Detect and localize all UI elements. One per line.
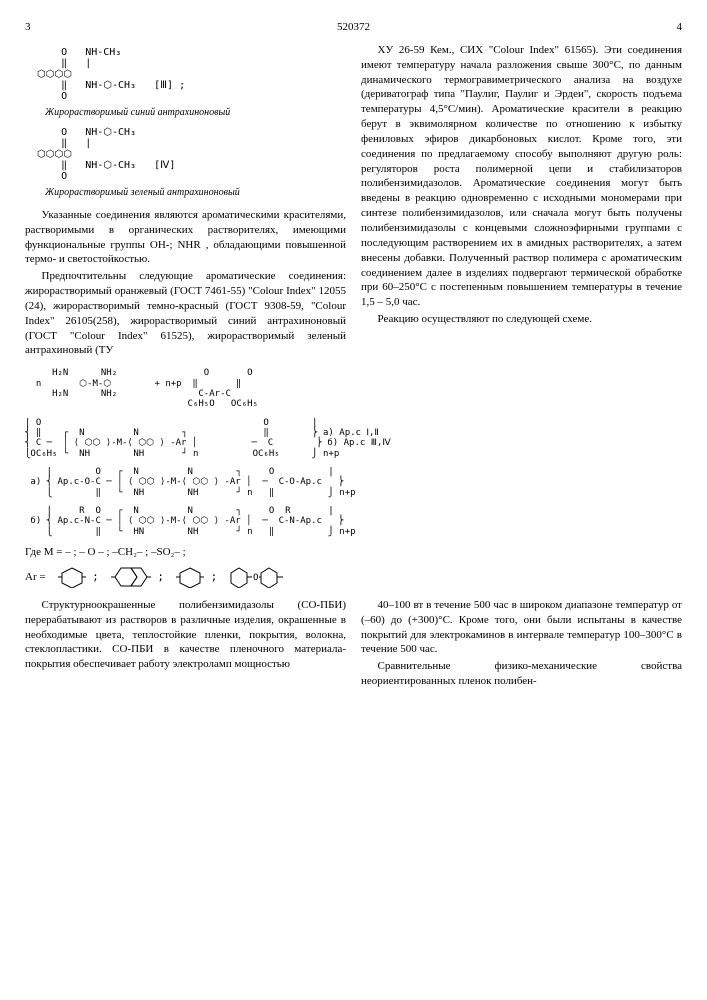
structure-4-label: Жирорастворимый зеленый антрахиноновый [45,186,346,200]
scheme-eq2: ⎧ O O ⎫ ⎨ ‖ ┌ N N ┐ ‖ ⎬ а) Ар.с Ⅰ,Ⅱ ⎨ C … [25,418,682,459]
svg-text:O: O [253,573,258,583]
structure-4: O NH-⬡-CH₃ ‖ | ⬡⬡⬡⬡ ‖ NH-⬡-CH₃ [Ⅳ] O [25,127,346,182]
left-para-1: Указанные соединения являются ароматичес… [25,208,346,267]
where-m: Где M = – ; – O – ; –CH₂– ; –SO₂– ; [25,545,682,560]
bottom-right-para-2: Сравнительные физико-механические свойст… [361,659,682,689]
scheme-eq3b: ⎧ R O ┌ N N ┐ O R ⎫ б) ⎨ Ар.с-N-C ─ │ ⟨ … [25,506,682,537]
scheme-eq3a: ⎧ O ┌ N N ┐ O ⎫ а) ⎨ Ар.с-O-C ─ │ ⟨ ⬡⬡ ⟩… [25,467,682,498]
diphenyl-ether-icon: O [229,566,285,588]
structure-3: O NH-CH₃ ‖ | ⬡⬡⬡⬡ ‖ NH-⬡-CH₃ [Ⅲ] ; O [25,47,346,102]
upper-columns: O NH-CH₃ ‖ | ⬡⬡⬡⬡ ‖ NH-⬡-CH₃ [Ⅲ] ; O Жир… [25,43,682,360]
bottom-right-para: 40–100 вт в течение 500 час в широком ди… [361,598,682,657]
benzene-icon-2: ; [176,566,217,588]
patent-number: 520372 [337,20,370,35]
right-para-1: ХУ 26-59 Кем., СИХ "Colour Index" 61565)… [361,43,682,310]
scheme-eq1: H₂N NH₂ O O n ⬡-M-⬡ + n+p ‖ ‖ H₂N NH₂ C-… [25,368,682,409]
naphthalene-icon: ; [111,566,164,588]
left-margin-num: 3 [25,20,31,35]
ar-label: Ar = [25,570,46,585]
bottom-left-para: Структурноокрашенные полибензимидазолы (… [25,598,346,672]
page-header: 3 520372 4 [25,20,682,35]
right-para-2: Реакцию осуществляют по следующей схеме. [361,312,682,327]
right-column: ХУ 26-59 Кем., СИХ "Colour Index" 61565)… [361,43,682,360]
benzene-icon: ; [58,566,99,588]
lower-columns: Структурноокрашенные полибензимидазолы (… [25,598,682,691]
where-ar: Ar = ; ; ; O [25,566,682,588]
left-para-2: Предпочтительны следующие ароматические … [25,269,346,358]
right-margin-num: 4 [677,20,683,35]
bottom-right: 40–100 вт в течение 500 час в широком ди… [361,598,682,691]
reaction-scheme: H₂N NH₂ O O n ⬡-M-⬡ + n+p ‖ ‖ H₂N NH₂ C-… [25,368,682,537]
left-column: O NH-CH₃ ‖ | ⬡⬡⬡⬡ ‖ NH-⬡-CH₃ [Ⅲ] ; O Жир… [25,43,346,360]
structure-3-label: Жирорастворимый синий антрахиноновый [45,106,346,120]
bottom-left: Структурноокрашенные полибензимидазолы (… [25,598,346,691]
